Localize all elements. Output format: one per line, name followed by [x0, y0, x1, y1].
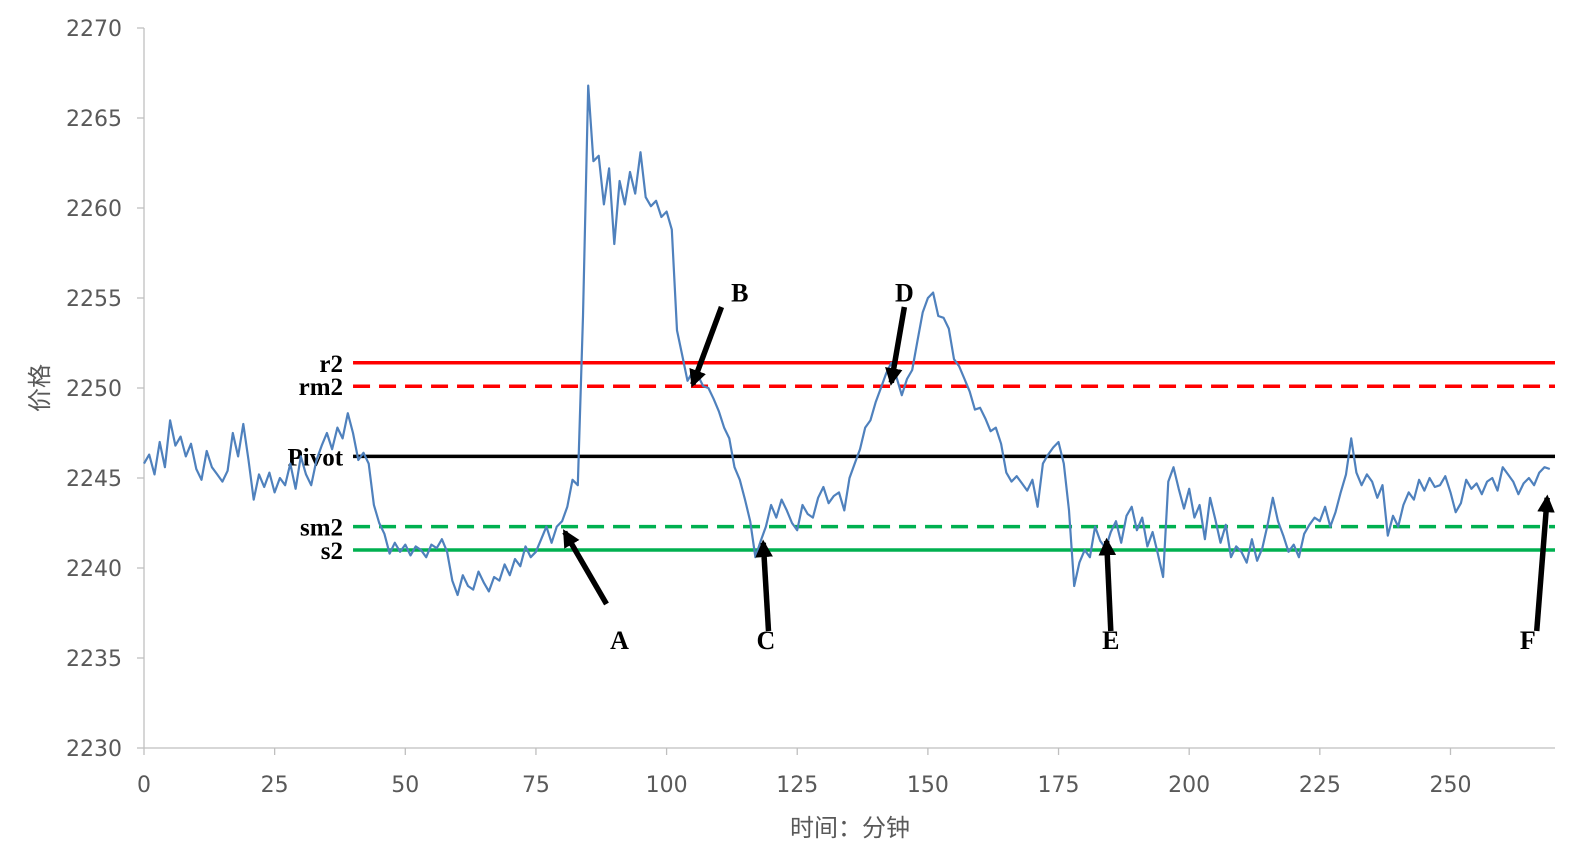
- arrow-f: [1533, 494, 1555, 632]
- x-tick-label: 225: [1299, 773, 1341, 798]
- arrow-b: [689, 306, 725, 388]
- y-tick-label: 2270: [66, 17, 122, 42]
- annotation-label-b: B: [731, 279, 748, 308]
- x-tick-label: 0: [137, 773, 151, 798]
- reference-label-r2: r2: [319, 351, 343, 378]
- x-tick-label: 125: [776, 773, 818, 798]
- x-tick-label: 150: [907, 773, 949, 798]
- annotation-label-e: E: [1102, 626, 1119, 655]
- annotations: A B C D E F: [562, 279, 1555, 655]
- arrow-a: [562, 529, 609, 606]
- x-tick-label: 250: [1429, 773, 1471, 798]
- y-tick-label: 2250: [66, 377, 122, 402]
- y-axis-title: 价格: [26, 364, 54, 412]
- arrow-d: [885, 306, 908, 386]
- y-tick-label: 2245: [66, 467, 122, 492]
- y-tick-label: 2265: [66, 107, 122, 132]
- reference-label-rm2: rm2: [299, 374, 343, 401]
- x-tick-label: 100: [646, 773, 688, 798]
- x-tick-label: 75: [522, 773, 550, 798]
- x-axis-title: 时间：分钟: [790, 814, 910, 842]
- y-tick-label: 2255: [66, 287, 122, 312]
- arrow-e: [1098, 537, 1117, 632]
- annotation-label-a: A: [610, 626, 629, 655]
- annotation-label-c: C: [756, 626, 775, 655]
- x-tick-label: 50: [391, 773, 419, 798]
- annotation-label-d: D: [895, 279, 914, 308]
- axes: 2230 2235 2240 2245 2250 2255 2260 2265 2270 0 25 5…: [66, 17, 1555, 798]
- series-layer: [143, 84, 1551, 597]
- y-tick-label: 2230: [66, 737, 122, 762]
- price-series-line: [143, 84, 1551, 597]
- y-tick-label: 2235: [66, 647, 122, 672]
- x-tick-label: 200: [1168, 773, 1210, 798]
- y-tick-label: 2240: [66, 557, 122, 582]
- x-tick-label: 175: [1038, 773, 1080, 798]
- arrow-c: [755, 539, 773, 632]
- annotation-label-f: F: [1520, 626, 1536, 655]
- y-tick-label: 2260: [66, 197, 122, 222]
- x-tick-label: 25: [261, 773, 289, 798]
- reference-label-sm2: sm2: [300, 515, 343, 542]
- reference-label-s2: s2: [321, 538, 343, 565]
